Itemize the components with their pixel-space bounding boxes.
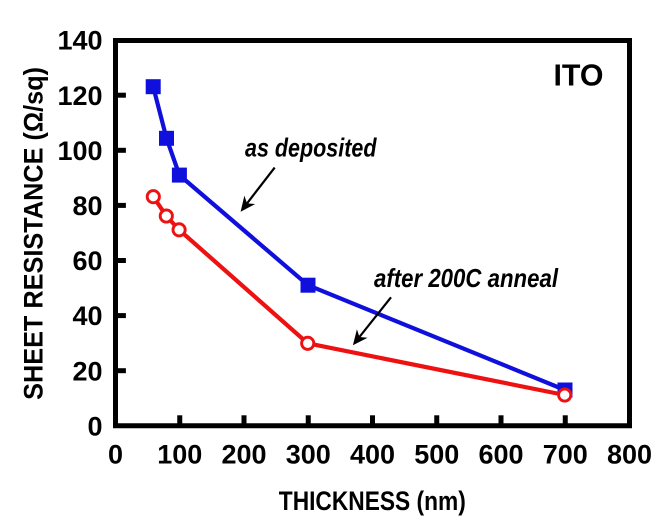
svg-text:140: 140: [57, 26, 102, 56]
svg-text:0: 0: [108, 440, 123, 470]
svg-text:700: 700: [543, 440, 588, 470]
svg-text:400: 400: [350, 440, 395, 470]
svg-text:600: 600: [478, 440, 523, 470]
svg-text:ITO: ITO: [554, 58, 604, 93]
svg-text:80: 80: [72, 191, 102, 221]
svg-text:500: 500: [414, 440, 459, 470]
svg-text:SHEET RESISTANCE (Ω/sq): SHEET RESISTANCE (Ω/sq): [19, 67, 49, 400]
svg-text:after 200C anneal: after 200C anneal: [374, 263, 559, 293]
svg-text:100: 100: [57, 136, 102, 166]
svg-text:200: 200: [221, 440, 266, 470]
svg-text:40: 40: [72, 301, 102, 331]
svg-text:as deposited: as deposited: [245, 133, 377, 163]
svg-text:100: 100: [157, 440, 202, 470]
svg-text:THICKNESS (nm): THICKNESS (nm): [279, 486, 466, 516]
svg-text:20: 20: [72, 356, 102, 386]
svg-text:60: 60: [72, 246, 102, 276]
svg-text:0: 0: [87, 411, 102, 441]
svg-text:120: 120: [57, 81, 102, 111]
svg-text:300: 300: [286, 440, 331, 470]
svg-text:800: 800: [607, 440, 652, 470]
